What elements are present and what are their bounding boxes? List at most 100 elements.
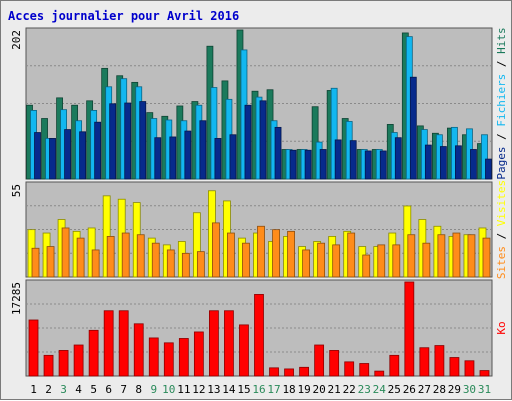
- bar-ko-day-8: [133, 323, 144, 377]
- bar-sites-day-24: [377, 244, 386, 278]
- x-tick-label-day-24: 24: [373, 383, 387, 396]
- panel-middle: 55 Sites / Visites: [10, 180, 508, 279]
- x-tick-label-day-21: 21: [328, 383, 341, 396]
- bar-sites-day-1: [31, 247, 40, 278]
- bar-sites-day-13: [212, 222, 220, 278]
- x-tick-label-day-16: 16: [252, 383, 265, 396]
- legend-separator: /: [495, 226, 508, 246]
- bar-ko-day-31: [479, 370, 490, 377]
- x-tick-label-day-18: 18: [282, 383, 295, 396]
- legend-visites: Visites: [495, 180, 508, 226]
- x-tick-label-day-14: 14: [222, 383, 236, 396]
- bar-ko-day-19: [299, 366, 309, 377]
- x-tick-label-day-12: 12: [192, 383, 205, 396]
- bar-pages-day-6: [109, 103, 117, 180]
- bar-ko-day-7: [118, 310, 129, 377]
- bar-ko-day-22: [344, 361, 355, 377]
- bar-fichiers-day-21: [330, 87, 338, 180]
- y-max-label: 17285: [10, 282, 23, 315]
- bar-ko-day-20: [314, 344, 325, 377]
- bar-ko-day-6: [103, 310, 114, 377]
- x-tick-label-day-13: 13: [207, 383, 220, 396]
- x-tick-label-day-2: 2: [45, 383, 52, 396]
- bar-sites-day-22: [347, 232, 356, 278]
- bar-sites-day-18: [287, 230, 295, 278]
- bar-pages-day-21: [334, 139, 342, 180]
- x-tick-label-day-17: 17: [267, 383, 280, 396]
- bar-pages-day-16: [259, 100, 267, 180]
- chart-title: Acces journalier pour Avril 2016: [8, 9, 239, 23]
- bar-ko-day-23: [359, 363, 370, 377]
- bar-pages-day-19: [304, 149, 312, 180]
- x-tick-label-day-23: 23: [358, 383, 371, 396]
- bar-sites-day-12: [196, 251, 205, 278]
- x-tick-label-day-1: 1: [30, 383, 37, 396]
- bar-sites-day-6: [106, 236, 115, 278]
- bar-pages-day-18: [289, 149, 297, 180]
- bar-pages-day-25: [394, 137, 402, 180]
- x-tick-label-day-30: 30: [463, 383, 476, 396]
- bar-ko-day-17: [269, 367, 279, 377]
- bar-sites-day-2: [46, 246, 55, 278]
- bar-pages-day-24: [379, 150, 387, 180]
- bar-ko-day-4: [73, 344, 84, 377]
- x-tick-label-day-6: 6: [105, 383, 112, 396]
- bar-pages-day-31: [485, 158, 492, 180]
- bar-ko-day-3: [58, 350, 69, 377]
- bar-pages-day-10: [169, 136, 177, 180]
- x-tick-label-day-19: 19: [297, 383, 310, 396]
- bar-visites-day-12: [192, 212, 201, 278]
- x-tick-label-day-3: 3: [60, 383, 67, 396]
- bar-pages-day-5: [94, 121, 102, 180]
- bar-ko-day-14: [224, 310, 234, 377]
- bar-sites-day-30: [467, 234, 476, 278]
- panels-layer: 202 Pages / Fichiers / Hits 55 Sites / Visi…: [10, 27, 508, 377]
- bar-sites-day-27: [422, 242, 431, 278]
- bar-sites-day-15: [242, 242, 250, 278]
- y-max-label: 202: [10, 30, 23, 50]
- legend-ko: Ko: [495, 321, 508, 334]
- bar-pages-day-4: [79, 131, 87, 180]
- bar-ko-day-18: [284, 368, 294, 377]
- bar-fichiers-day-13: [210, 87, 218, 180]
- x-tick-label-day-10: 10: [162, 383, 175, 396]
- bar-ko-day-13: [209, 310, 219, 377]
- legend-pages: Pages: [495, 147, 508, 180]
- bar-sites-day-29: [452, 232, 461, 278]
- bar-sites-day-7: [121, 232, 130, 278]
- legend-fichiers: Fichiers: [495, 74, 508, 127]
- bar-ko-day-21: [329, 350, 340, 377]
- bar-pages-day-12: [199, 120, 207, 180]
- panel-bottom: 17285 Ko: [10, 279, 508, 377]
- x-tick-label-day-4: 4: [75, 383, 82, 396]
- bar-sites-day-17: [272, 229, 280, 278]
- bar-sites-day-19: [302, 249, 310, 278]
- bar-sites-day-25: [392, 244, 401, 278]
- bar-ko-day-10: [163, 342, 174, 377]
- x-tick-label-day-29: 29: [448, 383, 461, 396]
- bar-pages-day-28: [439, 146, 447, 180]
- x-tick-label-day-7: 7: [120, 383, 127, 396]
- bar-pages-day-8: [139, 101, 147, 180]
- x-axis-labels: 1 2 3 4 5 6 7 8 9 10 11 12 13 14 15 16 17 18 19 20 21 22 23 24 2…: [30, 383, 491, 396]
- x-tick-label-day-25: 25: [388, 383, 401, 396]
- bar-ko-day-30: [464, 360, 475, 377]
- y-max-label: 55: [10, 184, 23, 197]
- series-legend: Sites / Visites: [495, 180, 508, 279]
- bar-pages-day-20: [319, 149, 327, 180]
- bar-pages-day-1: [34, 132, 41, 180]
- bar-pages-day-3: [64, 129, 71, 180]
- x-tick-label-day-31: 31: [478, 383, 491, 396]
- bar-ko-day-27: [419, 347, 430, 377]
- bar-sites-day-11: [181, 252, 190, 278]
- bar-ko-day-1: [28, 319, 39, 377]
- bar-pages-day-26: [409, 76, 417, 180]
- bar-sites-day-14: [227, 232, 235, 278]
- series-legend: Ko: [495, 321, 508, 334]
- bar-pages-day-14: [229, 134, 237, 180]
- x-tick-label-day-9: 9: [150, 383, 157, 396]
- bar-sites-day-16: [257, 225, 265, 278]
- bar-sites-day-28: [437, 234, 446, 278]
- x-tick-label-day-27: 27: [418, 383, 431, 396]
- bar-ko-day-11: [178, 338, 189, 377]
